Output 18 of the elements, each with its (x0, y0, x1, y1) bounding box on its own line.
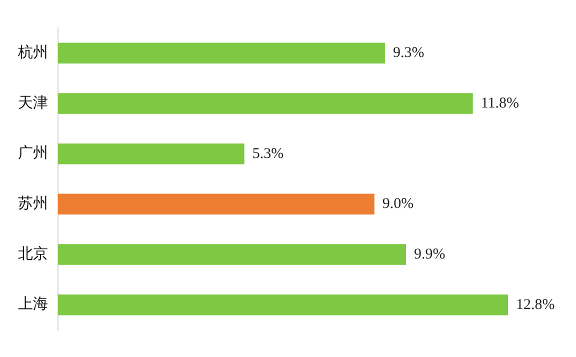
bar (58, 143, 244, 164)
data-label: 9.0% (382, 196, 414, 212)
data-label: 11.8% (480, 95, 520, 112)
y-tick-label: 苏州 (18, 194, 48, 212)
y-tick-label: 上海 (18, 294, 48, 313)
bar (58, 294, 508, 316)
bar (58, 244, 406, 265)
y-tick-label: 天津 (18, 93, 48, 112)
data-label: 12.8% (516, 296, 555, 313)
bar (58, 42, 385, 64)
data-label: 9.9% (414, 246, 446, 262)
data-label: 5.3% (252, 146, 284, 162)
y-tick-label: 广州 (18, 144, 48, 162)
y-tick-label: 杭州 (17, 43, 48, 62)
bar (58, 194, 374, 215)
y-tick-label: 北京 (18, 244, 48, 262)
data-label: 9.3% (392, 45, 424, 62)
bar (58, 93, 473, 114)
